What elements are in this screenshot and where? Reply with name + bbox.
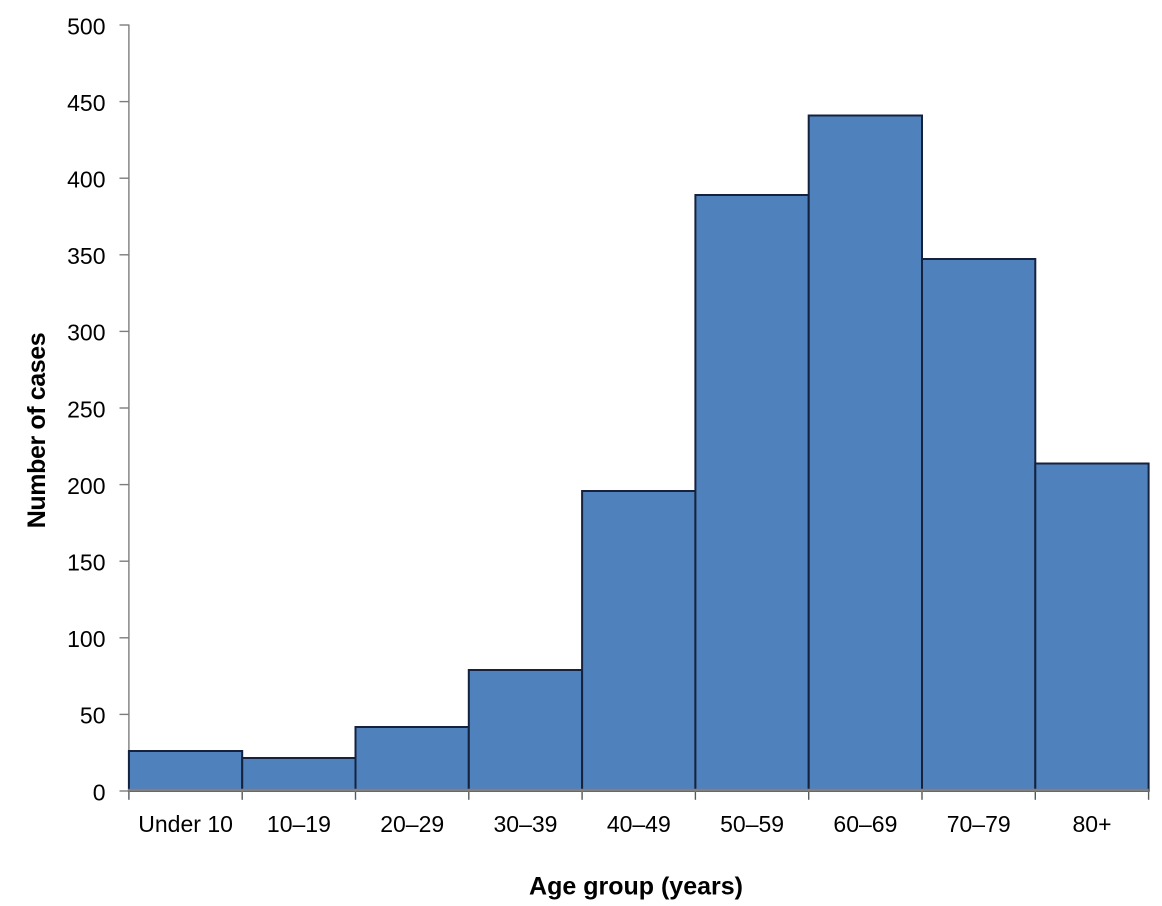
svg-text:200: 200 — [67, 473, 105, 499]
svg-text:Under 10: Under 10 — [138, 811, 233, 837]
svg-text:500: 500 — [67, 13, 105, 39]
svg-text:350: 350 — [67, 243, 105, 269]
svg-text:50: 50 — [80, 703, 106, 729]
svg-text:10–19: 10–19 — [267, 811, 331, 837]
svg-text:Age group (years): Age group (years) — [529, 873, 743, 901]
svg-text:250: 250 — [67, 396, 105, 422]
svg-text:Number of cases: Number of cases — [23, 333, 51, 528]
svg-text:30–39: 30–39 — [494, 811, 558, 837]
svg-text:0: 0 — [93, 779, 106, 805]
svg-text:400: 400 — [67, 167, 105, 193]
svg-text:150: 150 — [67, 550, 105, 576]
svg-text:70–79: 70–79 — [947, 811, 1011, 837]
svg-text:100: 100 — [67, 626, 105, 652]
svg-text:60–69: 60–69 — [833, 811, 897, 837]
svg-text:20–29: 20–29 — [380, 811, 444, 837]
svg-text:80+: 80+ — [1072, 811, 1111, 837]
svg-text:50–59: 50–59 — [720, 811, 784, 837]
svg-text:300: 300 — [67, 320, 105, 346]
svg-text:450: 450 — [67, 90, 105, 116]
svg-text:40–49: 40–49 — [607, 811, 671, 837]
